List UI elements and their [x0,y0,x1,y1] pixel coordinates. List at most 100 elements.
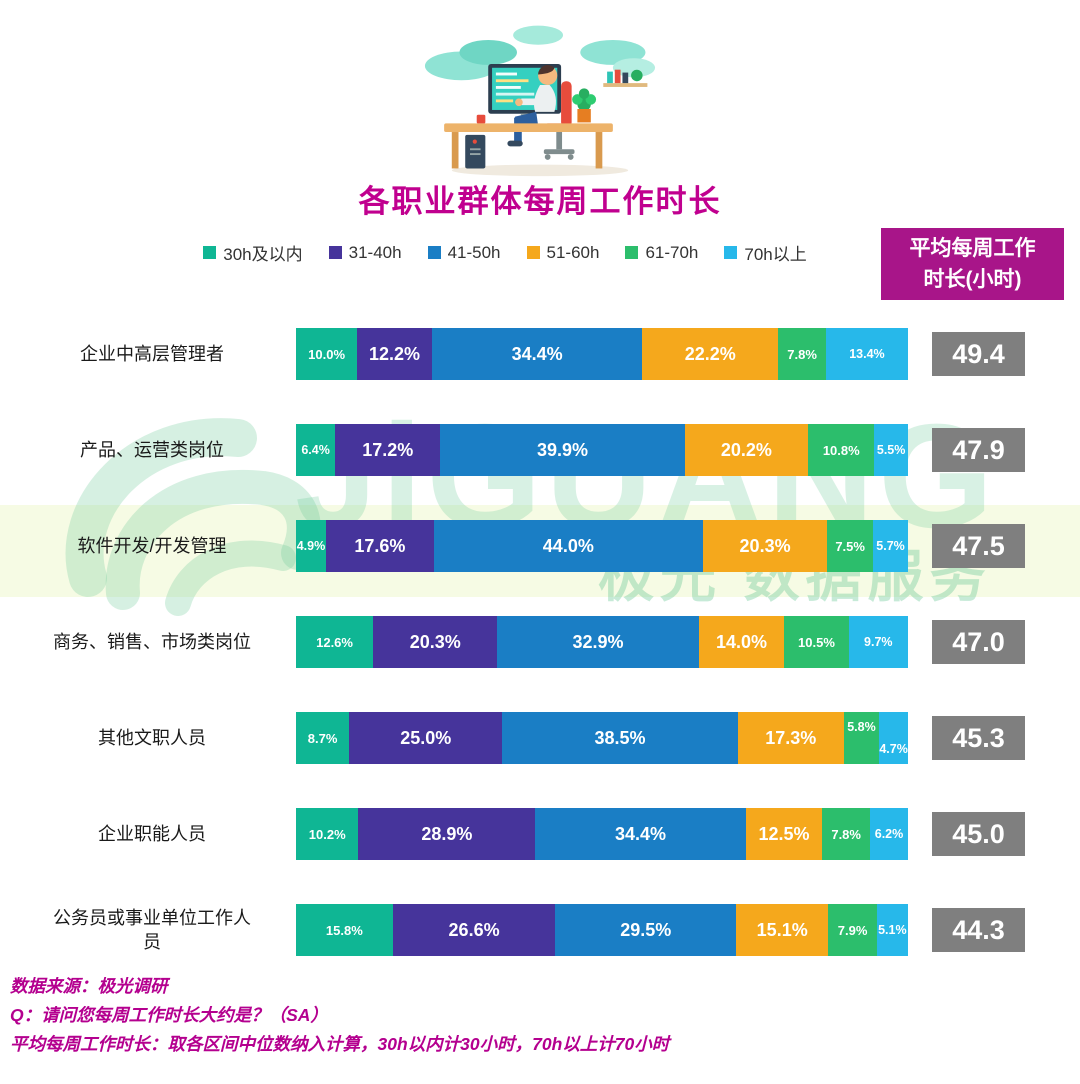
avg-value: 47.5 [932,524,1025,568]
hero-illustration [424,25,656,177]
bar-segment: 17.3% [737,712,844,764]
legend-item-0: 30h及以内 [203,240,303,265]
bar-segment-label: 5.7% [876,539,905,553]
bar-segment-label: 14.0% [716,631,768,652]
chart-row: 企业中高层管理者 10.0% 12.2% 34.4% 22.2% 7.8% 13.4% 49.… [0,306,1080,402]
page-title: 各职业群体每周工作时长 [358,184,722,219]
bar-segment: 7.8% [778,328,826,380]
legend-label: 70h以上 [744,245,807,264]
bar-segment: 34.4% [535,808,746,860]
bar-segment-label: 5.1% [878,923,907,937]
avg-value: 44.3 [932,908,1025,952]
row-label: 企业职能人员 [98,823,206,844]
bar-segment-label: 44.0% [542,535,594,556]
bar-segment-label: 5.8% [847,720,876,734]
legend-label: 31-40h [348,242,402,262]
bar-segment: 5.7% [873,520,908,572]
bar-segment-label: 20.3% [409,631,461,652]
bar-segment-label: 17.6% [354,535,406,556]
chart-row: 企业职能人员 10.2% 28.9% 34.4% 12.5% 7.8% 6.2% 45.0 [0,786,1080,882]
legend-swatch [625,246,639,259]
bar-segment-label: 26.6% [448,919,500,940]
bar-segment-label: 7.8% [787,346,817,362]
bar-segment-label: 4.9% [296,539,326,553]
legend-item-2: 41-50h [427,242,501,263]
bar-segment: 22.2% [642,328,779,380]
bar-segment: 20.3% [373,616,498,668]
bar-segment-label: 4.7% [879,742,908,756]
legend-label: 61-70h [645,242,699,262]
bar-segment: 20.3% [702,520,828,572]
legend-label: 41-50h [447,242,501,262]
bar-segment: 4.7% [879,712,908,764]
bar-segment: 25.0% [349,712,503,764]
bar-segment-label: 20.3% [739,535,791,556]
bar-segment: 7.5% [827,520,874,572]
bar-segment: 4.9% [296,520,326,572]
bar-segment: 6.4% [296,424,336,476]
bar-segment-label: 17.2% [362,439,414,460]
bar-segment-label: 6.4% [301,443,330,457]
bar-segment-label: 32.9% [572,631,624,652]
bar-segment-label: 28.9% [421,823,473,844]
stacked-bar: 4.9% 17.6% 44.0% 20.3% 7.5% 5.7% [296,520,908,572]
bar-segment: 15.1% [736,904,829,956]
bar-segment: 15.8% [296,904,393,956]
bar-segment-label: 10.0% [308,346,346,362]
legend-swatch [203,246,217,259]
bar-segment-label: 12.2% [368,343,421,364]
legend-swatch [526,246,540,259]
bar-segment-label: 7.9% [837,922,868,938]
legend-swatch [724,246,738,259]
avg-value: 49.4 [932,332,1025,376]
bar-segment: 10.2% [296,808,359,860]
stacked-bar: 10.0% 12.2% 34.4% 22.2% 7.8% 13.4% [296,328,908,380]
average-column-header: 平均每周工作 时长(小时) [881,228,1064,300]
bar-segment: 39.9% [440,424,685,476]
bar-segment-label: 13.4% [849,347,885,361]
avg-value: 45.0 [932,812,1025,856]
bar-segment-label: 6.2% [874,827,904,841]
bar-segment: 34.4% [431,328,643,380]
bar-segment-label: 10.2% [308,826,346,842]
bar-segment-label: 29.5% [620,919,672,940]
bar-segment: 9.7% [848,616,908,668]
bar-segment-label: 34.4% [511,343,563,364]
bar-segment-label: 7.8% [831,826,861,842]
bar-segment: 20.2% [684,424,809,476]
bar-segment: 10.8% [808,424,875,476]
chart-rows: 企业中高层管理者 10.0% 12.2% 34.4% 22.2% 7.8% 13.4% 49.… [0,306,1080,978]
legend-label: 30h及以内 [223,245,303,264]
bar-segment-label: 34.4% [615,823,667,844]
row-label: 产品、运营类岗位 [80,439,224,460]
chart-row: 商务、销售、市场类岗位 12.6% 20.3% 32.9% 14.0% 10.5% 9.7%… [0,594,1080,690]
bar-segment-label: 10.8% [822,442,860,458]
stacked-bar: 12.6% 20.3% 32.9% 14.0% 10.5% 9.7% [296,616,908,668]
bar-segment: 10.5% [784,616,849,668]
bar-segment: 17.2% [335,424,441,476]
bar-segment-label: 12.6% [316,634,353,650]
bar-segment-label: 15.1% [756,919,808,940]
bar-segment: 12.2% [357,328,432,380]
row-label: 软件开发/开发管理 [77,535,227,556]
bar-segment-label: 15.8% [325,922,363,938]
avg-value: 47.0 [932,620,1025,664]
bar-segment-label: 22.2% [684,343,736,364]
bar-segment-label: 25.0% [400,727,452,748]
bar-segment-label: 38.5% [594,727,646,748]
bar-segment: 26.6% [392,904,556,956]
stacked-bar: 6.4% 17.2% 39.9% 20.2% 10.8% 5.5% [296,424,908,476]
row-label: 其他文职人员 [98,727,206,748]
bar-segment: 32.9% [497,616,699,668]
bar-segment-label: 5.5% [876,443,906,457]
average-header-line2: 时长(小时) [923,268,1022,291]
bar-segment-label: 9.7% [864,635,893,649]
bar-segment: 7.9% [828,904,877,956]
legend-item-5: 70h以上 [724,240,807,265]
bar-segment: 10.0% [296,328,358,380]
stacked-bar: 10.2% 28.9% 34.4% 12.5% 7.8% 6.2% [296,808,908,860]
bar-segment: 6.2% [870,808,908,860]
avg-value: 45.3 [932,716,1025,760]
bar-segment: 38.5% [502,712,738,764]
